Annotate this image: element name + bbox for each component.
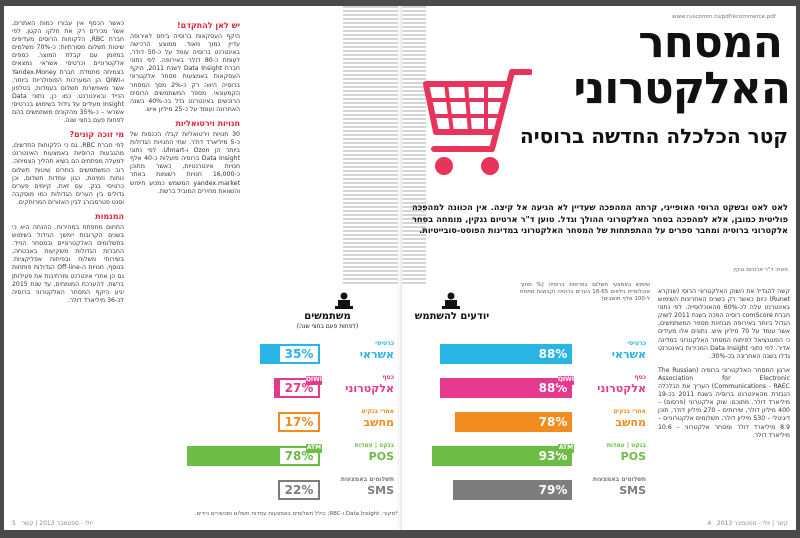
usage-value: 17% (278, 412, 320, 432)
page-number-right: 4 (707, 520, 712, 527)
knowhow-category-line1: אתרי בנקים (613, 408, 646, 415)
title-line-2: האלקטרוני (573, 63, 791, 114)
footnote: *מקור: Data Insight ו-RBC; כולל תשלומים … (194, 511, 398, 517)
subtitle: קטר הכלכלה החדשה ברוסיה (519, 124, 788, 148)
right-column-text-a: קשה להגדיל את השוק האלקטרוני הרוסי (שנקר… (658, 288, 790, 360)
person-at-computer-icon (442, 292, 460, 309)
knowhow-bar: 88% (440, 344, 572, 364)
usage-bar: 22% (278, 480, 320, 500)
knowhow-category-label: תשלומים באמצעות SMS (576, 476, 646, 497)
usage-category-line2: מחשב (363, 416, 394, 429)
usage-category-line1: בנקט | עמדות (354, 442, 394, 449)
page-number-left: 5 (12, 520, 16, 527)
spine (396, 6, 404, 530)
knowhow-bar: 79% (453, 480, 572, 500)
mid-heading-1: יש לאן להתקדם! (176, 21, 240, 30)
usage-category-line2: אשראי (359, 348, 394, 361)
knowhow-bar: 88% (440, 378, 572, 398)
knowhow-value: 78% (538, 415, 568, 429)
right-column: קשה להגדיל את השוק האלקטרוני הרוסי (שנקר… (658, 288, 790, 508)
shopping-cart-icon (423, 69, 532, 175)
usage-value: 35% (278, 344, 320, 364)
usage-bar: 35% (260, 344, 320, 364)
usage-value: 22% (278, 480, 320, 500)
left-column-1-text-c: התחום מתפתח במהירות. ההנחה היא כי בשנים … (12, 223, 124, 304)
knowhow-category-line1: כרטיסי (627, 340, 646, 347)
right-page: www.ruscomm.ru/pdf/ecommerce.pdf המסחר ה… (402, 6, 796, 530)
folio-left: 5 יולי - ספטמבר 2013 | קשר (12, 520, 93, 527)
knowhow-bar: 78% (455, 412, 572, 432)
knowhow-category-line2: POS (620, 450, 646, 463)
usage-heading-main: משתמשים (304, 311, 351, 322)
knowhow-category-label: כסף אלקטרוני QIWI (558, 374, 646, 395)
decorative-stripes-right (402, 6, 426, 284)
knowhow-category-line2: מחשב (615, 416, 646, 429)
left-page: כאשר הכסף אין עבורו כמות האתרים, אשר מכי… (4, 6, 398, 530)
person-at-computer-icon (335, 292, 353, 309)
knowhow-category-label: בנקט | עמדות POS ATM (558, 442, 646, 463)
knowhow-category-line1: בנקט | עמדות (606, 442, 646, 449)
title-line-1: המסחר (638, 17, 783, 68)
usage-bar: 78% (187, 446, 320, 466)
left-column-1-text-a: כאשר הכסף אין עבורו כמות האתרים, אשר מכי… (12, 20, 124, 125)
knowhow-chip-atm-icon: ATM (558, 444, 574, 453)
usage-chart: משתמשים (לפחות פעם בחצי שנה) 35% כרטיסי אש… (130, 292, 398, 514)
usage-chip-atm-icon: ATM (306, 444, 322, 453)
mid-text-a: היקף העסקאות ברוסיה ביחס לאירופה עדיין נ… (130, 33, 240, 113)
usage-category-line2: SMS (367, 484, 394, 497)
knowhow-chip-qiwi-icon: QIWI (557, 376, 574, 385)
usage-category-line1: כסף (382, 374, 394, 381)
usage-category-line2: POS (368, 450, 394, 463)
knowhow-category-label: אתרי בנקים מחשב (576, 408, 646, 429)
lede: לאט לאט ובשקט הרוסי האופייני, קרתה המהפכ… (412, 202, 788, 235)
knowhow-category-line1: תשלומים באמצעות (592, 476, 646, 483)
folio-left-text: יולי - ספטמבר 2013 | קשר (21, 520, 93, 527)
knowhow-category-label: כרטיסי אשראי (576, 340, 646, 361)
mid-text-b: 30 חנויות וירטואליות קבלו הכנסות של כ-5 … (130, 130, 240, 195)
decorative-stripes (343, 6, 398, 284)
usage-category-line1: כרטיסי (375, 340, 394, 347)
usage-chip-qiwi-icon: QIWI (305, 376, 322, 385)
left-heading-1: מי זוכה קונים? (69, 130, 124, 140)
usage-category-label: אתרי בנקים מחשב (324, 408, 394, 429)
site-tag: www.ruscomm.ru/pdf/ecommerce.pdf (672, 14, 776, 20)
right-column-text-b: ארגון המסחר האלקטרוני ברוסיה (The Russia… (658, 366, 790, 439)
usage-category-label: כרטיסי אשראי (324, 340, 394, 361)
knowhow-heading: יודעים להשתמש (414, 311, 490, 322)
knowhow-category-line2: אלקטרוני (597, 382, 646, 395)
usage-category-line1: תשלומים באמצעות (340, 476, 394, 483)
usage-heading: משתמשים (לפחות פעם בחצי שנה) (260, 310, 395, 331)
usage-category-line2: אלקטרוני (345, 382, 394, 395)
knowhow-value: 88% (538, 347, 568, 361)
knowhow-value: 79% (538, 483, 568, 497)
left-column-1-text-b: לפי חברת RBC, גם כי הלקוחות החדשים, מהגב… (12, 142, 124, 206)
usage-category-label: תשלומים באמצעות SMS (324, 476, 394, 497)
usage-category-line1: אתרי בנקים (361, 408, 394, 415)
usage-category-label: כסף אלקטרוני QIWI (306, 374, 394, 395)
folio-right: קשר | יולי - ספטמבר 2013 4 (707, 520, 788, 527)
knowhow-bar: 93% (432, 446, 572, 466)
knowhow-category-line2: SMS (619, 484, 646, 497)
usage-bar: 17% (278, 412, 320, 432)
author-line: מאת: ד"ר ארטיום גנקין (733, 267, 788, 273)
left-heading-2: המגמות (95, 211, 124, 221)
chart-caption: שימוש באמצעי תשלום בפרסות ברוסיה (% מתוך… (520, 282, 650, 302)
usage-category-label: בנקט | עמדות POS ATM (306, 442, 394, 463)
knowhow-chart: יודעים להשתמש 88% כרטיסי אשראי 88% כסף אלקטרו… (402, 292, 652, 514)
knowhow-category-line2: אשראי (611, 348, 646, 361)
usage-heading-sub: (לפחות פעם בחצי שנה) (296, 323, 359, 330)
mid-heading-2: חנויות וירטואליות (175, 118, 240, 128)
left-column-1: כאשר הכסף אין עבורו כמות האתרים, אשר מכי… (12, 20, 124, 460)
knowhow-category-line1: כסף (634, 374, 646, 381)
folio-right-text: קשר | יולי - ספטמבר 2013 (716, 520, 788, 527)
left-column-2: יש לאן להתקדם! היקף העסקאות ברוסיה ביחס … (130, 20, 240, 282)
